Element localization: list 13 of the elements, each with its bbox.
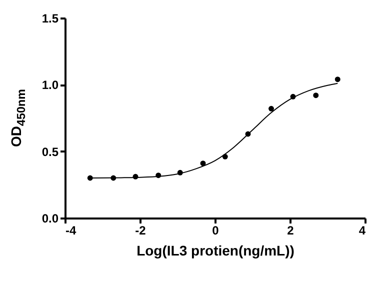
x-tick-label: 0	[212, 224, 220, 238]
y-tick-label: 1.5	[42, 12, 59, 26]
point	[334, 76, 340, 82]
x-tick-label: -4	[66, 224, 76, 238]
point	[313, 92, 319, 98]
y-tick-label: 0.0	[42, 212, 59, 226]
y-tick-label: 1.0	[42, 78, 59, 92]
x-tick-label: 2	[287, 224, 294, 238]
x-axis-title: Log(IL3 protien(ng/mL))	[136, 242, 294, 258]
y-tick-label: 0.5	[42, 144, 59, 159]
point	[268, 106, 274, 112]
x-tick-label: -2	[135, 224, 146, 238]
x-tick-label: 4	[358, 224, 366, 238]
